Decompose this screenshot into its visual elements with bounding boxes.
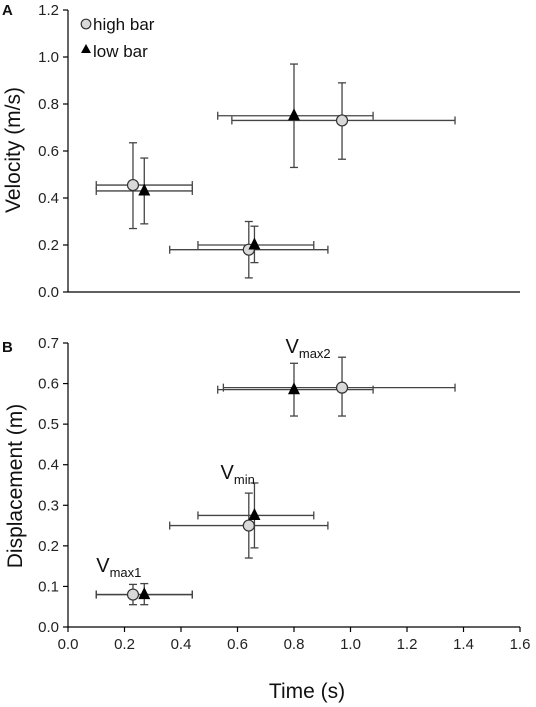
x-tick-label: 0.4 — [171, 636, 192, 653]
panel-b-ticks: 0.0 0.1 0.2 0.3 0.4 0.5 0.6 0.7 0.0 0.2 0.4 0.6 0.8 1… — [38, 335, 530, 653]
y-tick-label: 0.8 — [38, 96, 59, 113]
low-bar-point — [248, 237, 261, 250]
y-tick-label: 0.4 — [38, 190, 59, 207]
y-tick-label: 0.2 — [38, 538, 59, 555]
panel-b: B Displacement (m) 0.0 0.1 0.2 0.3 0.4 0.5 0.6… — [2, 335, 530, 703]
y-tick-label: 0.1 — [38, 578, 59, 595]
x-tick-label: 0.0 — [58, 636, 79, 653]
panel-a-ticks: 0.0 0.2 0.4 0.6 0.8 1.0 1.2 — [38, 2, 68, 301]
panel-a-legend: high bar low bar — [80, 15, 155, 61]
panel-a-error-bars — [95, 63, 456, 279]
y-tick-label: 0.3 — [38, 497, 59, 514]
low-bar-point — [288, 108, 300, 121]
x-tick-label: 0.2 — [114, 636, 135, 653]
high-bar-point — [126, 178, 140, 192]
annotation-v-max1: Vmax1 — [96, 555, 141, 580]
legend-label-low-bar: low bar — [93, 42, 148, 61]
annotation-v-min: Vmin — [221, 462, 255, 487]
x-tick-label: 1.4 — [453, 636, 474, 653]
panel-b-y-axis-title: Displacement (m) — [4, 404, 27, 569]
low-bar-point — [138, 587, 151, 600]
legend-label-high-bar: high bar — [93, 15, 155, 34]
y-tick-label: 0.2 — [38, 237, 59, 254]
x-tick-label: 1.0 — [340, 636, 361, 653]
panel-a: A Velocity (m/s) 0.0 0.2 0.4 0.6 0.8 1.0 1.2 h… — [2, 2, 520, 301]
y-tick-label: 0.6 — [38, 376, 59, 393]
legend-triangle-icon — [81, 44, 91, 53]
y-tick-label: 0.5 — [38, 416, 59, 433]
low-bar-point — [288, 382, 300, 395]
panel-a-markers — [126, 108, 349, 256]
panel-b-error-bars — [95, 356, 456, 606]
annotation-v-max2: Vmax2 — [286, 336, 331, 361]
x-tick-label: 1.2 — [397, 636, 418, 653]
x-tick-label: 0.6 — [227, 636, 248, 653]
low-bar-point — [138, 183, 151, 196]
legend-circle-icon — [80, 18, 92, 30]
y-tick-label: 0.0 — [38, 284, 59, 301]
high-bar-point — [335, 381, 349, 394]
panel-b-letter: B — [2, 339, 13, 356]
x-axis-title: Time (s) — [269, 680, 345, 703]
y-tick-label: 1.0 — [38, 49, 59, 66]
high-bar-point — [126, 588, 140, 601]
y-tick-label: 0.4 — [38, 457, 59, 474]
y-tick-label: 1.2 — [38, 2, 59, 19]
panel-b-markers — [126, 381, 349, 601]
x-tick-label: 1.6 — [510, 636, 531, 653]
low-bar-point — [248, 507, 261, 520]
high-bar-point — [242, 519, 255, 532]
y-tick-label: 0.7 — [38, 335, 59, 352]
y-tick-label: 0.0 — [38, 619, 59, 636]
y-tick-label: 0.6 — [38, 143, 59, 160]
high-bar-point — [335, 114, 349, 127]
x-tick-label: 0.8 — [284, 636, 305, 653]
panel-a-letter: A — [2, 2, 13, 19]
panel-a-y-axis-title: Velocity (m/s) — [2, 87, 25, 213]
panel-b-annotations: Vmax1 Vmin Vmax2 — [96, 336, 330, 580]
